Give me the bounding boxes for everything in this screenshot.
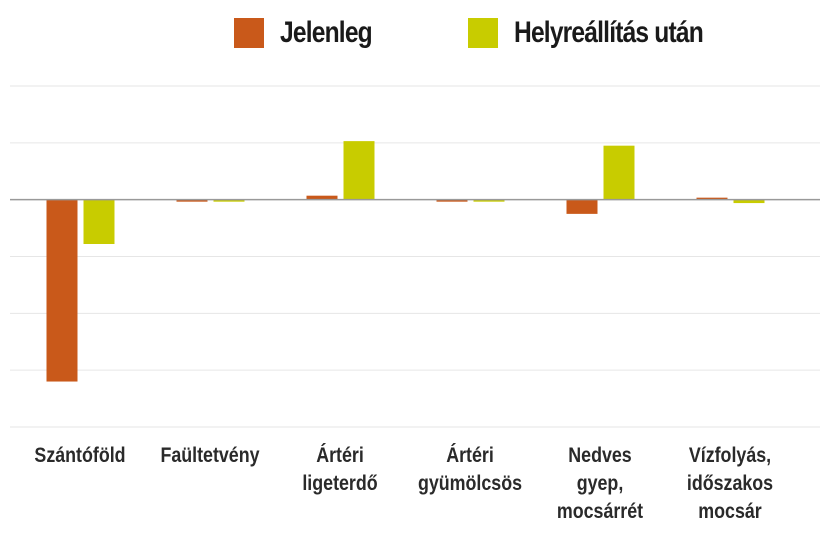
category-label: Szántóföld	[34, 444, 125, 468]
category-label: Nedves gyep, mocsárrét	[557, 444, 644, 524]
bar-restored	[343, 141, 375, 200]
legend-swatch-current	[234, 18, 264, 48]
category-label: Ártéri ligeterdő	[302, 443, 377, 496]
bar-current	[696, 197, 728, 200]
category-label-line: Nedves	[568, 444, 632, 468]
category-label-line: Faültetvény	[160, 444, 259, 468]
category-label: Ártéri gyümölcsös	[418, 443, 522, 496]
category-label-line: Szántóföld	[34, 444, 125, 468]
category-label-line: Ártéri	[446, 443, 494, 468]
bar-current	[566, 199, 598, 214]
category-label: Vízfolyás, időszakos mocsár	[687, 444, 773, 524]
legend: Jelenleg Helyreállítás után	[0, 8, 820, 52]
bar-restored	[83, 199, 115, 244]
category-label-line: mocsár	[698, 500, 762, 524]
bar-current	[436, 199, 468, 202]
category-label-line: Ártéri	[316, 443, 364, 468]
category-label-line: időszakos	[687, 472, 773, 496]
bar-current	[306, 195, 338, 200]
bar-restored	[213, 199, 245, 202]
bar-restored	[473, 199, 505, 202]
bar-current	[176, 199, 208, 202]
category-label-line: gyümölcsös	[418, 472, 522, 496]
bar-restored	[733, 199, 765, 204]
category-label: Faültetvény	[160, 444, 259, 468]
category-label-line: mocsárrét	[557, 500, 644, 524]
legend-label-current: Jelenleg	[280, 16, 373, 49]
bar-current	[46, 199, 78, 382]
category-label-line: gyep,	[577, 472, 624, 496]
bar-restored	[603, 145, 635, 200]
legend-item-restored: Helyreállítás után	[468, 16, 744, 50]
category-label-line: Vízfolyás,	[689, 444, 771, 468]
legend-label-restored: Helyreállítás után	[514, 16, 704, 49]
legend-item-current: Jelenleg	[234, 16, 392, 50]
legend-swatch-restored	[468, 18, 498, 48]
category-label-line: ligeterdő	[302, 472, 377, 496]
